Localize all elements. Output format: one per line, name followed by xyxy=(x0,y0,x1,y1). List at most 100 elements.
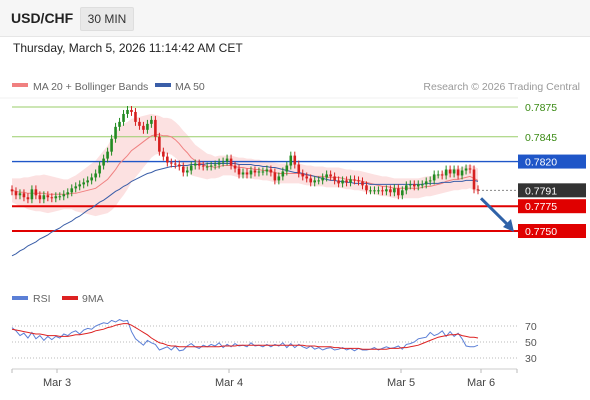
top-bar: USD/CHF 30 MIN xyxy=(0,0,590,37)
candle-body xyxy=(90,177,93,181)
candle xyxy=(158,132,161,156)
candle xyxy=(70,184,74,197)
candle xyxy=(309,174,313,187)
candle xyxy=(142,121,145,134)
candle xyxy=(464,164,468,175)
candle xyxy=(14,187,18,200)
candle-body xyxy=(432,174,436,181)
candle xyxy=(249,166,253,179)
candle-body xyxy=(285,165,289,172)
candle-body xyxy=(217,162,221,165)
x-tick-label: Mar 6 xyxy=(467,377,495,389)
candle-body xyxy=(269,169,273,173)
candle xyxy=(98,161,101,178)
candle xyxy=(118,117,121,131)
candle xyxy=(241,168,245,179)
candle xyxy=(301,169,305,181)
candle xyxy=(428,176,432,186)
candle xyxy=(289,151,293,170)
rsi-tick-label: 50 xyxy=(525,337,537,349)
candle xyxy=(150,115,153,128)
candle xyxy=(22,189,26,202)
candle xyxy=(468,164,472,174)
rsi-legend-swatch xyxy=(12,296,28,300)
candle-body xyxy=(405,185,408,191)
candle-body xyxy=(18,193,22,196)
candle-body xyxy=(146,123,149,130)
candle-body xyxy=(245,172,249,175)
candle-body xyxy=(317,180,320,182)
symbol-label: USD/CHF xyxy=(11,10,74,26)
candle xyxy=(38,191,42,204)
ma50-legend-label: MA 50 xyxy=(175,81,205,93)
candle xyxy=(225,154,229,166)
candle-body xyxy=(337,180,340,184)
candle-body xyxy=(357,180,360,182)
candle xyxy=(405,181,408,195)
candle-body xyxy=(74,186,78,189)
level-tag-0.7791 xyxy=(518,183,586,198)
candlesticks xyxy=(10,106,480,204)
candle-body xyxy=(389,189,392,193)
candle-body xyxy=(257,171,261,173)
candle xyxy=(146,119,149,134)
rsi-ma-legend-swatch xyxy=(62,296,78,300)
candle-body xyxy=(293,155,297,165)
candle-body xyxy=(66,192,70,195)
candle-body xyxy=(158,136,161,152)
candle-body xyxy=(82,182,85,185)
candle xyxy=(377,186,380,195)
candle-body xyxy=(193,163,197,166)
candle xyxy=(66,188,70,199)
candle xyxy=(440,170,444,180)
candle-body xyxy=(424,181,428,185)
candle-body xyxy=(46,195,50,198)
candle xyxy=(313,176,317,187)
candle xyxy=(193,159,197,170)
candle-body xyxy=(38,195,42,200)
candle xyxy=(217,158,221,169)
candle xyxy=(106,147,109,163)
candle xyxy=(393,184,396,197)
candle xyxy=(389,185,392,197)
candle xyxy=(353,175,356,185)
level-label-0.7875: 0.7875 xyxy=(525,102,557,114)
candle-body xyxy=(325,174,328,178)
candle xyxy=(177,160,181,171)
x-tick-label: Mar 4 xyxy=(215,377,243,389)
candle-body xyxy=(122,113,125,122)
candle xyxy=(82,178,85,189)
candle-body xyxy=(313,180,317,183)
candle-body xyxy=(377,190,380,192)
candle xyxy=(345,176,348,187)
candle xyxy=(138,117,141,130)
candle xyxy=(261,167,265,176)
candle xyxy=(385,185,388,196)
candle xyxy=(253,166,257,177)
candle-body xyxy=(54,196,58,199)
candle-body xyxy=(464,168,468,171)
candle-body xyxy=(42,195,46,200)
candle xyxy=(94,169,97,182)
candle-body xyxy=(166,156,169,163)
candle xyxy=(166,152,169,167)
rsi-ma-legend-label: 9MA xyxy=(82,293,104,305)
candle-body xyxy=(58,196,62,198)
forecast-arrow xyxy=(479,197,514,232)
candle xyxy=(305,172,309,183)
ma20-legend-swatch xyxy=(12,83,28,87)
candle-body xyxy=(154,119,157,137)
timeframe-button[interactable]: 30 MIN xyxy=(80,7,134,31)
candle-body xyxy=(170,162,173,164)
candle xyxy=(424,177,428,189)
candle-body xyxy=(333,176,336,181)
candle xyxy=(237,164,241,179)
candle xyxy=(122,109,125,126)
candle xyxy=(185,166,189,177)
candle-body xyxy=(393,188,396,193)
candle-body xyxy=(309,178,313,183)
candle-body xyxy=(237,168,241,175)
candle-body xyxy=(106,151,109,159)
candle-body xyxy=(301,173,305,177)
